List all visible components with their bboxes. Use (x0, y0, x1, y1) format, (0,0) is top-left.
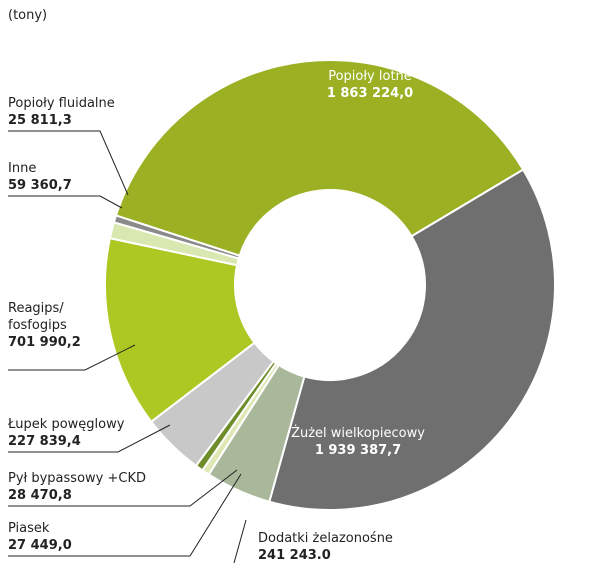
segment-label: Łupek powęglowy 227 839,4 (8, 416, 124, 450)
segment-label: Inne 59 360,7 (8, 160, 72, 194)
category-label: Inne (8, 161, 37, 176)
segment-label: Pył bypassowy +CKD 28 470,8 (8, 470, 146, 504)
category-label: Popioły fluidalne (8, 96, 115, 111)
donut-segment (114, 59, 525, 257)
segment-label: Dodatki żelazonośne 241 243.0 (258, 530, 393, 564)
value-label: 27 449,0 (8, 538, 72, 553)
category-label: Popioły lotne (328, 69, 412, 84)
segment-label: Żużel wielkopiecowy 1 939 387,7 (291, 425, 425, 459)
segment-label: Reagips/ fosfogips 701 990,2 (8, 300, 81, 351)
segment-label: Popioły fluidalne 25 811,3 (8, 95, 115, 129)
value-label: 28 470,8 (8, 488, 72, 503)
value-label: 1 863 224,0 (326, 86, 414, 101)
leader-line (233, 519, 247, 564)
value-label: 701 990,2 (8, 335, 81, 350)
value-label: 1 939 387,7 (314, 443, 402, 458)
donut-segment (268, 168, 556, 511)
value-label: 59 360,7 (8, 178, 72, 193)
leader-line (8, 473, 242, 557)
donut-segment (104, 237, 256, 424)
category-label: Łupek powęglowy (8, 417, 125, 432)
value-label: 241 243.0 (258, 548, 331, 563)
category-label: Reagips/ fosfogips (8, 301, 67, 333)
leader-line (8, 195, 123, 209)
segment-label: Popioły lotne 1 863 224,0 (327, 68, 413, 102)
value-label: 25 811,3 (8, 113, 72, 128)
value-label: 227 839,4 (8, 434, 81, 449)
donut-segment (112, 214, 241, 260)
subtitle: (tony) (8, 8, 48, 23)
leader-line (8, 469, 238, 507)
category-label: Pył bypassowy +CKD (8, 471, 146, 486)
category-label: Żużel wielkopiecowy (291, 426, 425, 441)
leader-line (8, 424, 171, 453)
segment-label: Piasek 27 449,0 (8, 520, 72, 554)
category-label: Piasek (8, 521, 50, 536)
leader-line (8, 130, 129, 196)
category-label: Dodatki żelazonośne (258, 531, 393, 546)
leader-line (8, 344, 136, 371)
